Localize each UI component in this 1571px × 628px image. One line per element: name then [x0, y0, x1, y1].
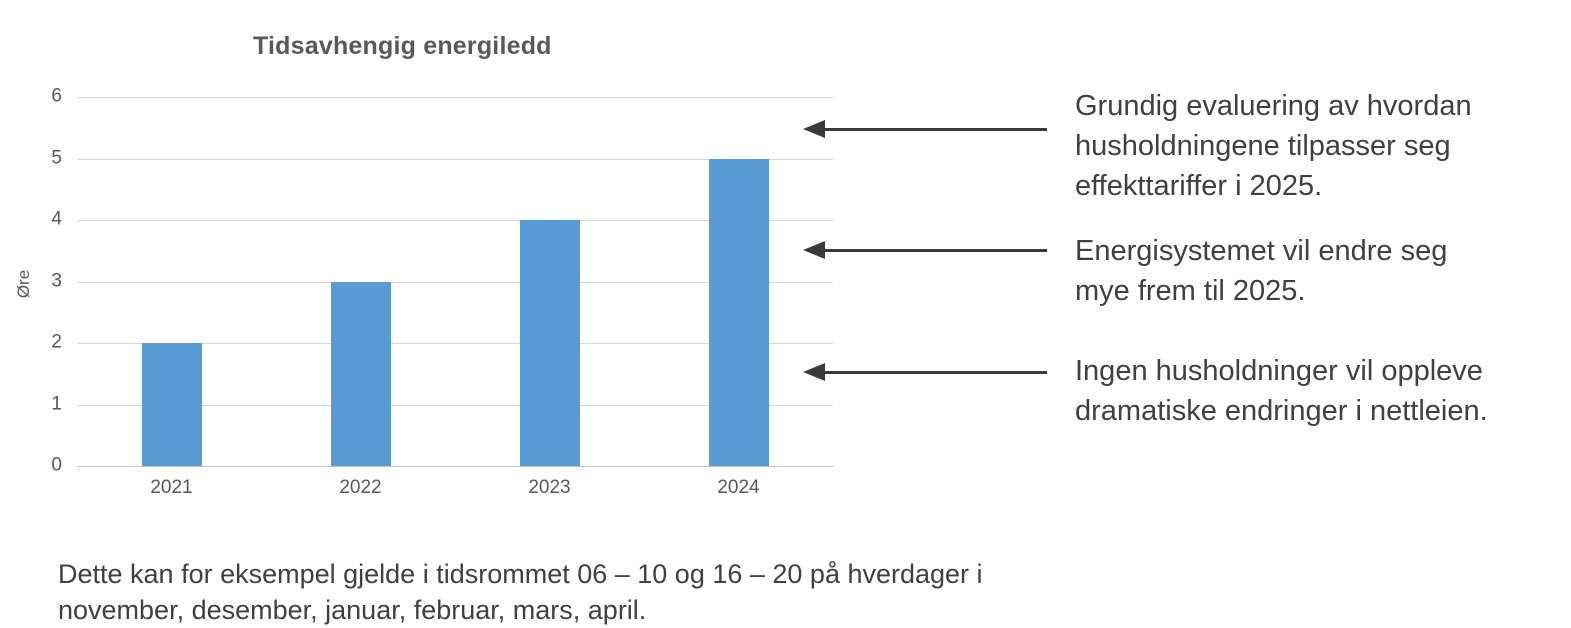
x-axis-labels: 2021 2022 2023 2024 — [77, 477, 833, 503]
chart-title: Tidsavhengig energiledd — [253, 32, 552, 60]
gridline-6 — [77, 97, 833, 98]
gridline-3 — [77, 281, 833, 283]
y-tick-label-2: 2 — [51, 331, 62, 353]
arrow-line — [813, 371, 1047, 374]
x-tick-label-2023: 2023 — [528, 477, 571, 498]
annotation-line: Grundig evaluering av hvordan — [1075, 90, 1472, 122]
y-axis-labels: 0 1 2 3 4 5 6 — [0, 86, 62, 476]
gridline-5 — [77, 158, 833, 160]
bar-2022 — [330, 281, 391, 466]
annotation-line: effekttariffer i 2025. — [1075, 170, 1323, 202]
footnote: Dette kan for eksempel gjelde i tidsromm… — [58, 556, 983, 628]
footnote-line: november, desember, januar, februar, mar… — [58, 595, 647, 625]
gridline-2 — [77, 343, 833, 344]
gridline-1 — [77, 404, 833, 406]
gridline-4 — [77, 220, 833, 221]
annotation-evaluation: Grundig evaluering av hvordan husholdnin… — [1075, 86, 1565, 206]
y-tick-label-3: 3 — [51, 270, 62, 292]
annotation-line: dramatiske endringer i nettleien. — [1075, 395, 1488, 427]
bar-2023 — [519, 220, 580, 466]
x-tick-label-2024: 2024 — [717, 477, 760, 498]
footnote-line: Dette kan for eksempel gjelde i tidsromm… — [58, 559, 983, 589]
gridline-0 — [77, 466, 833, 467]
arrow-line — [813, 249, 1047, 252]
x-tick-label-2021: 2021 — [150, 477, 193, 498]
annotation-line: mye frem til 2025. — [1075, 275, 1306, 307]
x-tick-label-2022: 2022 — [339, 477, 382, 498]
annotation-line: Energisystemet vil endre seg — [1075, 235, 1448, 267]
annotation-line: Ingen husholdninger vil oppleve — [1075, 355, 1483, 387]
annotation-line: husholdningene tilpasser seg — [1075, 130, 1451, 162]
plot-area — [77, 97, 833, 467]
y-tick-label-1: 1 — [51, 393, 62, 415]
y-tick-label-6: 6 — [51, 85, 62, 107]
annotation-energy-system: Energisystemet vil endre seg mye frem ti… — [1075, 231, 1565, 311]
y-tick-label-4: 4 — [51, 208, 62, 230]
annotation-households: Ingen husholdninger vil oppleve dramatis… — [1075, 351, 1565, 431]
arrow-line — [813, 128, 1047, 131]
y-tick-label-5: 5 — [51, 147, 62, 169]
bar-2024 — [708, 158, 769, 466]
bar-2021 — [141, 343, 202, 466]
y-tick-label-0: 0 — [51, 454, 62, 476]
